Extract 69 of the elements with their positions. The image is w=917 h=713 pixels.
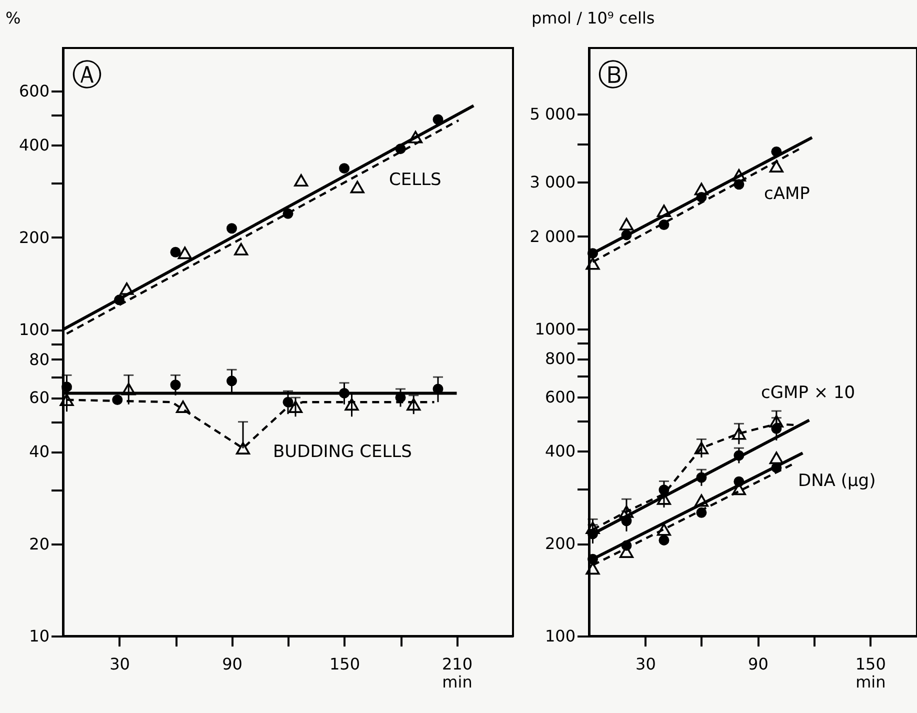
point: [694, 182, 708, 196]
chart-title: Ⓐ: [72, 58, 102, 93]
point: [176, 400, 190, 413]
y-tick-label: 1000: [534, 319, 576, 338]
y-tick-label: 800: [544, 349, 576, 368]
x-axis-title: min: [442, 672, 472, 692]
annotation: BUDDING CELLS: [273, 442, 412, 462]
point: [406, 398, 421, 411]
y-tick-label: 2 000: [530, 226, 576, 246]
y-axis-title: %: [6, 8, 21, 28]
point: [769, 452, 784, 464]
point: [656, 523, 671, 536]
y-tick-label: 400: [18, 136, 50, 155]
y-tick-label: 5 000: [530, 104, 576, 124]
x-axis-title: min: [856, 672, 886, 692]
x-tick-label: 30: [636, 654, 656, 674]
point: [120, 282, 134, 295]
point: [694, 494, 708, 507]
x-tick-label: 90: [748, 654, 768, 674]
y-tick-label: 10: [29, 626, 50, 646]
y-tick-label: 100: [544, 626, 576, 646]
y-tick-label: 400: [544, 442, 576, 461]
point: [408, 130, 423, 144]
point: [350, 180, 364, 194]
point: [656, 204, 671, 218]
y-tick-label: 600: [544, 387, 576, 406]
point: [344, 398, 359, 411]
point: [226, 223, 237, 234]
y-tick-label: 60: [29, 388, 50, 408]
point: [619, 218, 634, 230]
y-tick-label: 40: [29, 442, 50, 462]
point: [769, 415, 784, 428]
chart-title: Ⓑ: [598, 58, 628, 93]
point: [178, 246, 192, 260]
y-tick-label: 200: [544, 534, 576, 554]
point: [170, 380, 181, 390]
point: [226, 376, 237, 386]
point: [339, 163, 350, 174]
x-tick-label: 150: [855, 654, 886, 674]
x-tick-label: 90: [222, 654, 242, 674]
point: [658, 534, 670, 546]
point: [288, 400, 303, 413]
point: [234, 242, 248, 256]
y-axis-title: pmol / 10⁹ cells: [532, 8, 655, 28]
x-tick-label: 150: [329, 654, 360, 674]
point: [619, 505, 634, 518]
point: [694, 442, 708, 454]
point: [586, 562, 600, 575]
y-tick-label: 100: [18, 320, 50, 340]
point: [122, 382, 136, 396]
point: [282, 396, 294, 408]
point: [732, 427, 746, 440]
y-tick-label: 20: [29, 534, 50, 554]
annotation: cAMP: [764, 184, 810, 204]
y-tick-label: 600: [18, 82, 50, 101]
annotation: cGMP × 10: [761, 383, 856, 403]
point: [236, 442, 250, 454]
point: [769, 160, 784, 172]
point: [170, 246, 181, 258]
point: [294, 174, 308, 187]
x-tick-label: 30: [110, 654, 130, 674]
point: [586, 257, 600, 270]
y-tick-label: 80: [29, 350, 50, 369]
point: [60, 394, 74, 406]
annotation: CELLS: [389, 170, 442, 190]
annotation: DNA (µg): [798, 471, 876, 491]
y-tick-label: 200: [18, 228, 50, 247]
x-tick-label: 210: [442, 654, 473, 674]
y-tick-label: 3 000: [530, 172, 576, 192]
